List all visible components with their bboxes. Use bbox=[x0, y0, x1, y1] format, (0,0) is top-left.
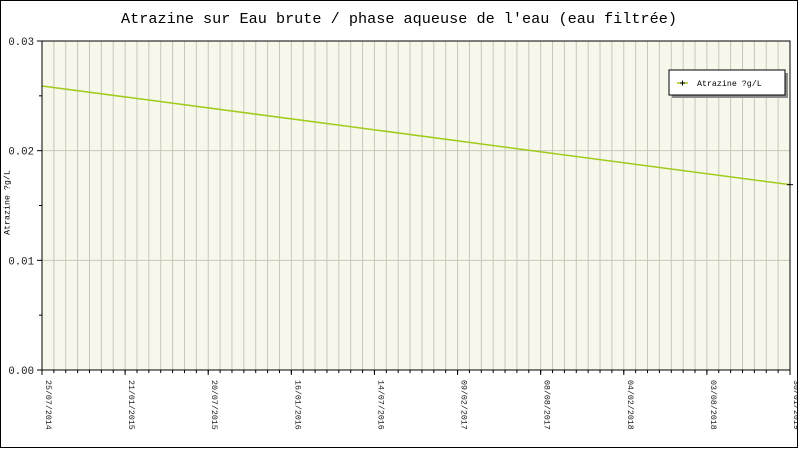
svg-text:0.00: 0.00 bbox=[8, 366, 34, 378]
svg-text:09/02/2017: 09/02/2017 bbox=[459, 380, 469, 430]
svg-text:0.02: 0.02 bbox=[8, 147, 34, 159]
svg-text:04/02/2018: 04/02/2018 bbox=[625, 380, 635, 430]
svg-text:30/01/2019: 30/01/2019 bbox=[791, 380, 798, 430]
svg-text:25/07/2014: 25/07/2014 bbox=[43, 380, 53, 430]
svg-text:20/07/2015: 20/07/2015 bbox=[209, 380, 219, 430]
svg-text:0.01: 0.01 bbox=[8, 256, 34, 268]
svg-text:21/01/2015: 21/01/2015 bbox=[126, 380, 136, 430]
svg-text:0.03: 0.03 bbox=[8, 37, 34, 49]
svg-text:Atrazine ?g/L: Atrazine ?g/L bbox=[697, 79, 762, 89]
svg-text:16/01/2016: 16/01/2016 bbox=[292, 380, 302, 430]
svg-text:14/07/2016: 14/07/2016 bbox=[375, 380, 385, 430]
svg-text:08/08/2017: 08/08/2017 bbox=[542, 380, 552, 430]
svg-text:03/08/2018: 03/08/2018 bbox=[708, 380, 718, 430]
